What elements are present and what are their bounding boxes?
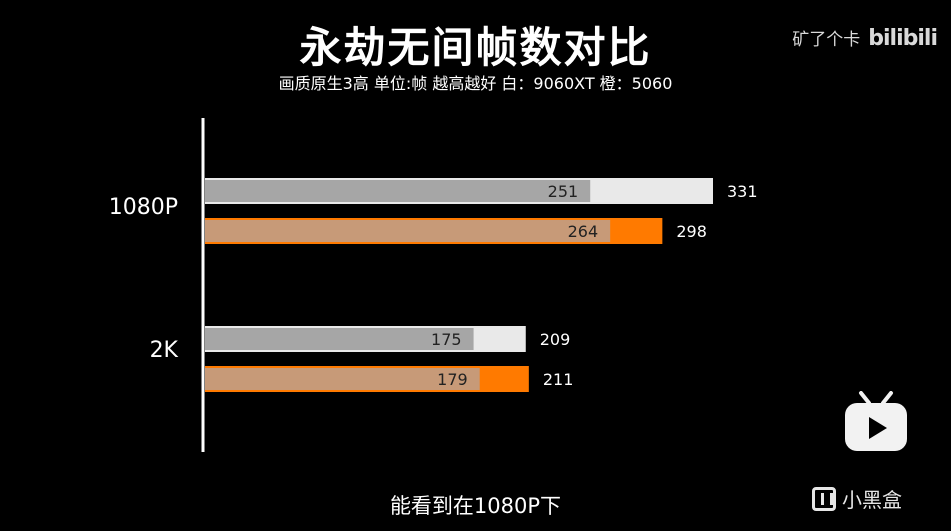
inner-value-label-0-1: 175 [431,330,462,349]
value-label-0-0: 331 [727,182,758,201]
video-subtitle: 能看到在1080P下 [389,494,562,518]
inner-value-label-0-0: 251 [548,182,579,201]
inner-bar-0-0 [205,180,591,202]
bilibili-tv-icon [845,391,907,451]
corner-brand-label: 小黑盒 [842,488,902,512]
bilibili-logo: bilibili [868,26,938,51]
inner-bar-1-1 [205,368,480,390]
category-label-0: 1080P [109,195,178,220]
value-label-1-1: 211 [543,370,574,389]
chart-title: 永劫无间帧数对比 [299,23,652,72]
channel-name: 矿了个卡 [792,30,861,50]
value-label-0-1: 209 [540,330,571,349]
channel-watermark: 矿了个卡 bilibili [792,25,938,51]
inner-value-label-1-0: 264 [568,222,599,241]
inner-value-label-1-1: 179 [437,370,468,389]
inner-bar-1-0 [205,220,611,242]
value-label-1-0: 298 [676,222,707,241]
inner-bar-0-1 [205,328,474,350]
corner-brand: 小黑盒 [812,484,902,513]
category-label-1: 2K [150,338,179,363]
heybox-logo-icon [812,486,836,511]
chart-subtitle: 画质原生3高 单位:帧 越高越好 白：9060XT 橙：5060 [278,74,673,93]
